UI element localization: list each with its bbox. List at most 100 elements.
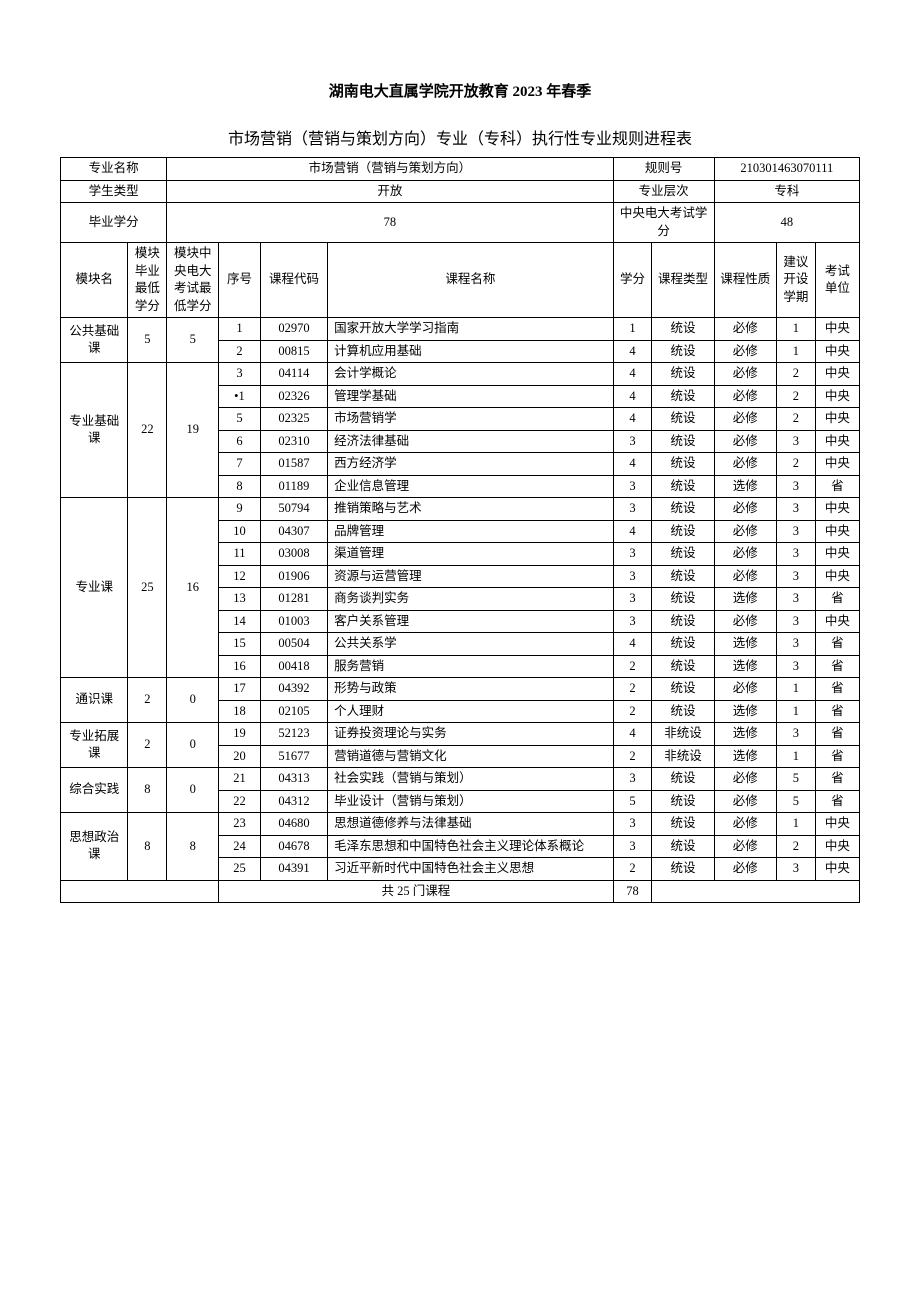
- term-cell: 3: [776, 543, 815, 566]
- unit-cell: 省: [815, 678, 859, 701]
- credit-cell: 2: [613, 745, 652, 768]
- term-cell: 3: [776, 858, 815, 881]
- unit-cell: 省: [815, 768, 859, 791]
- term-cell: 3: [776, 498, 815, 521]
- seq-cell: 22: [219, 790, 261, 813]
- type-cell: 统设: [652, 475, 714, 498]
- code-cell: 04307: [260, 520, 327, 543]
- unit-cell: 中央: [815, 453, 859, 476]
- course-name-cell: 毕业设计（营销与策划）: [328, 790, 613, 813]
- term-cell: 2: [776, 363, 815, 386]
- nature-cell: 选修: [714, 700, 776, 723]
- seq-cell: 2: [219, 340, 261, 363]
- credit-cell: 3: [613, 543, 652, 566]
- column-header-row: 模块名 模块毕业最低学分 模块中央电大考试最低学分 序号 课程代码 课程名称 学…: [61, 243, 860, 318]
- term-cell: 2: [776, 453, 815, 476]
- module-min-credit-cell: 8: [128, 813, 167, 881]
- code-cell: 00504: [260, 633, 327, 656]
- nature-cell: 必修: [714, 813, 776, 836]
- course-name-cell: 渠道管理: [328, 543, 613, 566]
- unit-cell: 中央: [815, 610, 859, 633]
- summary-total-credit: 78: [613, 880, 652, 903]
- type-cell: 统设: [652, 498, 714, 521]
- module-name-cell: 通识课: [61, 678, 128, 723]
- course-name-cell: 营销道德与营销文化: [328, 745, 613, 768]
- col-seq: 序号: [219, 243, 261, 318]
- table-row: 思想政治课882304680思想道德修养与法律基础3统设必修1中央: [61, 813, 860, 836]
- course-name-cell: 服务营销: [328, 655, 613, 678]
- unit-cell: 中央: [815, 340, 859, 363]
- summary-rest: [652, 880, 860, 903]
- nature-cell: 选修: [714, 588, 776, 611]
- type-cell: 统设: [652, 678, 714, 701]
- credit-cell: 3: [613, 835, 652, 858]
- nature-cell: 选修: [714, 745, 776, 768]
- nature-cell: 必修: [714, 363, 776, 386]
- code-cell: 01281: [260, 588, 327, 611]
- term-cell: 5: [776, 768, 815, 791]
- term-cell: 2: [776, 385, 815, 408]
- unit-cell: 中央: [815, 498, 859, 521]
- type-cell: 统设: [652, 430, 714, 453]
- term-cell: 1: [776, 813, 815, 836]
- unit-cell: 中央: [815, 520, 859, 543]
- module-name-cell: 专业拓展课: [61, 723, 128, 768]
- type-cell: 统设: [652, 340, 714, 363]
- course-name-cell: 毛泽东思想和中国特色社会主义理论体系概论: [328, 835, 613, 858]
- major-label: 专业名称: [61, 158, 167, 181]
- seq-cell: 1: [219, 318, 261, 341]
- unit-cell: 省: [815, 475, 859, 498]
- course-name-cell: 社会实践（营销与策划）: [328, 768, 613, 791]
- info-row-credit: 毕业学分 78 中央电大考试学分 48: [61, 203, 860, 243]
- term-cell: 3: [776, 655, 815, 678]
- nature-cell: 必修: [714, 430, 776, 453]
- nature-cell: 必修: [714, 520, 776, 543]
- credit-cell: 4: [613, 340, 652, 363]
- module-central-min-cell: 19: [167, 363, 219, 498]
- code-cell: 04680: [260, 813, 327, 836]
- nature-cell: 必修: [714, 318, 776, 341]
- nature-cell: 选修: [714, 475, 776, 498]
- term-cell: 1: [776, 745, 815, 768]
- credit-cell: 4: [613, 723, 652, 746]
- seq-cell: 5: [219, 408, 261, 431]
- credit-cell: 4: [613, 408, 652, 431]
- seq-cell: 14: [219, 610, 261, 633]
- col-module: 模块名: [61, 243, 128, 318]
- code-cell: 01906: [260, 565, 327, 588]
- course-name-cell: 管理学基础: [328, 385, 613, 408]
- summary-blank: [61, 880, 219, 903]
- course-name-cell: 会计学概论: [328, 363, 613, 386]
- code-cell: 02325: [260, 408, 327, 431]
- type-cell: 统设: [652, 543, 714, 566]
- unit-cell: 中央: [815, 318, 859, 341]
- module-central-min-cell: 0: [167, 768, 219, 813]
- term-cell: 1: [776, 678, 815, 701]
- seq-cell: 12: [219, 565, 261, 588]
- code-cell: 00418: [260, 655, 327, 678]
- level-value: 专科: [714, 180, 859, 203]
- module-name-cell: 公共基础课: [61, 318, 128, 363]
- term-cell: 3: [776, 723, 815, 746]
- seq-cell: 10: [219, 520, 261, 543]
- grad-credit-label: 毕业学分: [61, 203, 167, 243]
- table-row: 专业基础课2219304114会计学概论4统设必修2中央: [61, 363, 860, 386]
- unit-cell: 中央: [815, 430, 859, 453]
- type-cell: 统设: [652, 655, 714, 678]
- col-type: 课程类型: [652, 243, 714, 318]
- seq-cell: •1: [219, 385, 261, 408]
- unit-cell: 中央: [815, 565, 859, 588]
- credit-cell: 4: [613, 363, 652, 386]
- course-name-cell: 证券投资理论与实务: [328, 723, 613, 746]
- course-name-cell: 企业信息管理: [328, 475, 613, 498]
- type-cell: 统设: [652, 813, 714, 836]
- nature-cell: 必修: [714, 858, 776, 881]
- type-cell: 统设: [652, 858, 714, 881]
- type-cell: 统设: [652, 520, 714, 543]
- module-min-credit-cell: 25: [128, 498, 167, 678]
- nature-cell: 必修: [714, 790, 776, 813]
- seq-cell: 7: [219, 453, 261, 476]
- unit-cell: 中央: [815, 363, 859, 386]
- module-name-cell: 专业基础课: [61, 363, 128, 498]
- table-row: 专业拓展课201952123证券投资理论与实务4非统设选修3省: [61, 723, 860, 746]
